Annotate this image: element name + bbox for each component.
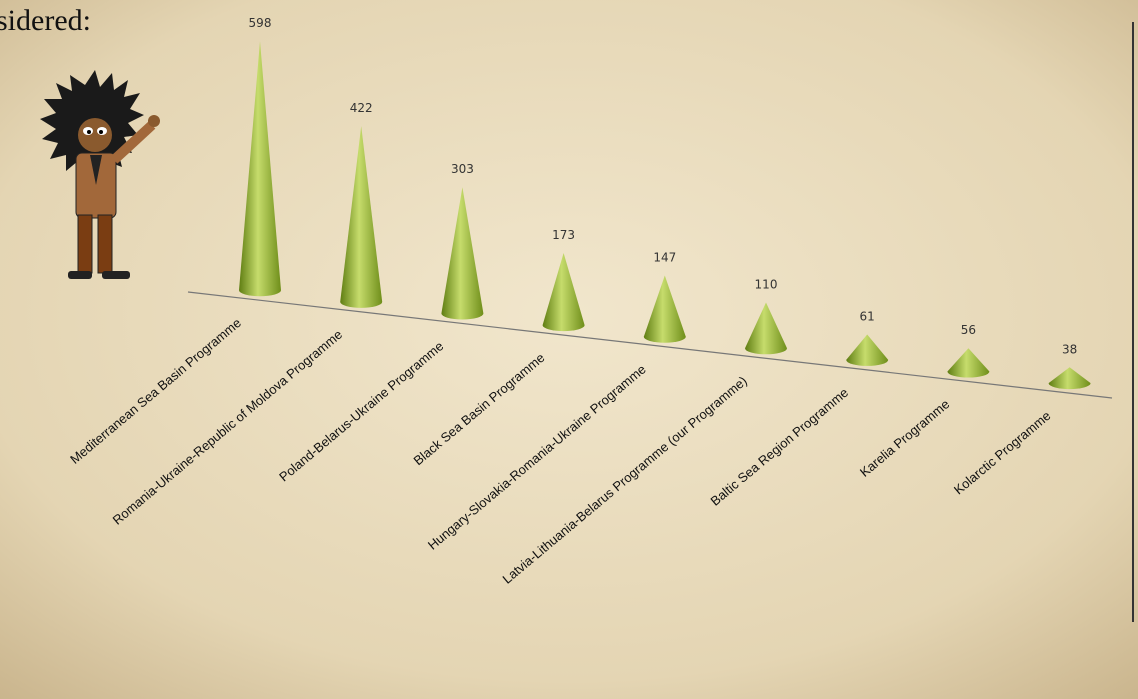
cone <box>542 253 585 332</box>
hedgehog <box>40 70 160 279</box>
value-label: 56 <box>961 323 976 337</box>
intro-text: sidered: <box>0 4 91 37</box>
cone <box>947 348 990 378</box>
value-label: 38 <box>1062 342 1077 356</box>
value-label: 422 <box>350 101 373 115</box>
value-label: 173 <box>552 228 575 242</box>
cone <box>643 275 686 343</box>
cone <box>745 302 787 355</box>
value-label: 598 <box>249 16 272 30</box>
value-label: 303 <box>451 162 474 176</box>
value-label: 147 <box>653 250 676 264</box>
cone <box>239 41 281 297</box>
cone <box>846 334 889 366</box>
cone <box>340 126 383 308</box>
category-axis <box>187 291 1113 399</box>
value-label: 61 <box>860 310 875 324</box>
cone <box>441 187 484 320</box>
value-label: 110 <box>755 277 778 291</box>
cone <box>1048 367 1091 390</box>
